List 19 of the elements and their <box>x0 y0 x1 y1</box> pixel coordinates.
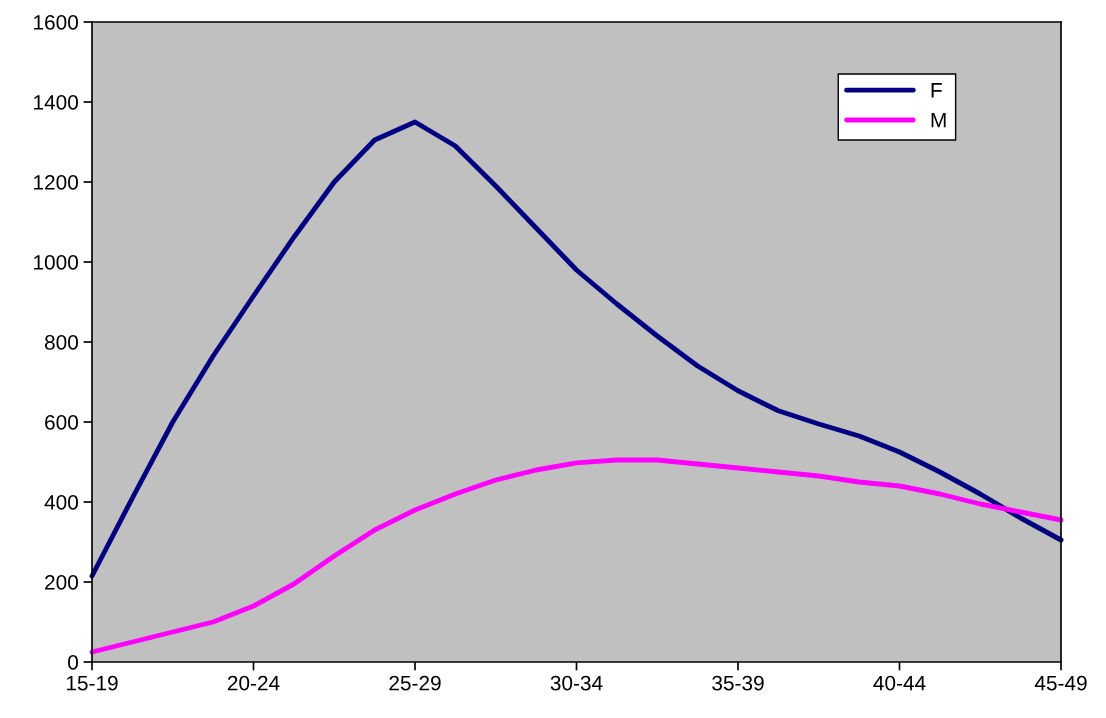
legend-label: M <box>931 112 946 128</box>
x-tick-label: 20-24 <box>227 675 280 691</box>
y-tick-label: 1000 <box>34 255 78 270</box>
y-tick-label: 600 <box>45 415 78 430</box>
x-tick-label: 35-39 <box>712 675 764 691</box>
y-tick-label: 200 <box>45 575 78 590</box>
y-tick-label: 1400 <box>34 95 78 110</box>
x-tick-label: 40-44 <box>873 675 926 691</box>
y-tick-label: 1200 <box>34 175 78 190</box>
y-tick-label: 1600 <box>34 15 78 30</box>
y-tick-label: 400 <box>44 495 78 510</box>
x-tick-label: 30-34 <box>550 675 603 691</box>
x-tick-label: 25-29 <box>389 675 441 691</box>
line-series <box>89 457 1064 655</box>
y-tick-label: 800 <box>44 335 78 350</box>
y-tick-label: 0 <box>68 655 78 670</box>
legend-label: F <box>931 83 942 98</box>
x-tick-label: 15-19 <box>66 675 118 691</box>
x-tick-label: 45-49 <box>1034 675 1087 691</box>
